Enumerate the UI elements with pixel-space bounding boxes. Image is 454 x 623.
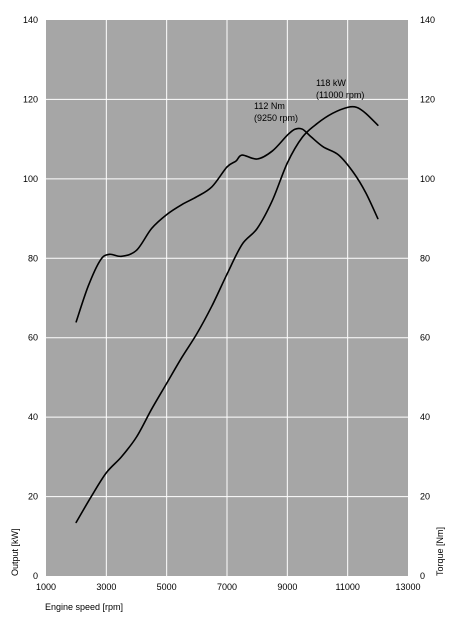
x-tick-label: 11000 bbox=[335, 582, 359, 592]
left-axis-title: Output [kW] bbox=[10, 528, 20, 576]
series-lines bbox=[75, 105, 379, 524]
left-y-tick-label: 40 bbox=[28, 412, 38, 422]
x-axis-ticks: 1000 3000 5000 7000 9000 11000 13000 bbox=[36, 582, 421, 592]
left-y-tick-label: 100 bbox=[23, 174, 38, 184]
right-y-tick-label: 120 bbox=[420, 94, 435, 104]
x-axis-title: Engine speed [rpm] bbox=[45, 602, 123, 612]
right-axis-title: Torque [Nm] bbox=[435, 527, 445, 576]
left-y-tick-label: 120 bbox=[23, 94, 38, 104]
output-peak-annotation-line2: (11000 rpm) bbox=[316, 90, 364, 100]
left-y-tick-label: 140 bbox=[23, 15, 38, 25]
left-y-tick-label: 60 bbox=[28, 333, 38, 343]
x-tick-label: 7000 bbox=[217, 582, 237, 592]
right-axis-ticks: 0 20 40 60 80 100 120 140 bbox=[420, 15, 435, 581]
output-curve bbox=[75, 105, 379, 524]
torque-curve bbox=[75, 127, 379, 323]
x-tick-label: 1000 bbox=[36, 582, 56, 592]
left-y-tick-label: 20 bbox=[28, 492, 38, 502]
right-y-tick-label: 80 bbox=[420, 253, 430, 263]
left-y-tick-label: 80 bbox=[28, 253, 38, 263]
output-peak-annotation-line1: 118 kW bbox=[316, 78, 346, 88]
torque-peak-annotation-line2: (9250 rpm) bbox=[254, 113, 298, 123]
left-y-tick-label: 0 bbox=[33, 571, 38, 581]
x-tick-label: 13000 bbox=[395, 582, 420, 592]
left-axis-ticks: 0 20 40 60 80 100 120 140 bbox=[23, 15, 38, 581]
right-y-tick-label: 20 bbox=[420, 492, 430, 502]
right-y-tick-label: 60 bbox=[420, 333, 430, 343]
torque-peak-annotation-line1: 112 Nm bbox=[254, 101, 285, 111]
right-y-tick-label: 140 bbox=[420, 15, 435, 25]
x-tick-label: 5000 bbox=[157, 582, 177, 592]
x-tick-label: 9000 bbox=[277, 582, 297, 592]
grid-lines bbox=[46, 20, 408, 576]
right-y-tick-label: 100 bbox=[420, 174, 435, 184]
x-tick-label: 3000 bbox=[96, 582, 116, 592]
right-y-tick-label: 0 bbox=[420, 571, 425, 581]
right-y-tick-label: 40 bbox=[420, 412, 430, 422]
annotations: 112 Nm (9250 rpm) 118 kW (11000 rpm) bbox=[254, 78, 364, 123]
